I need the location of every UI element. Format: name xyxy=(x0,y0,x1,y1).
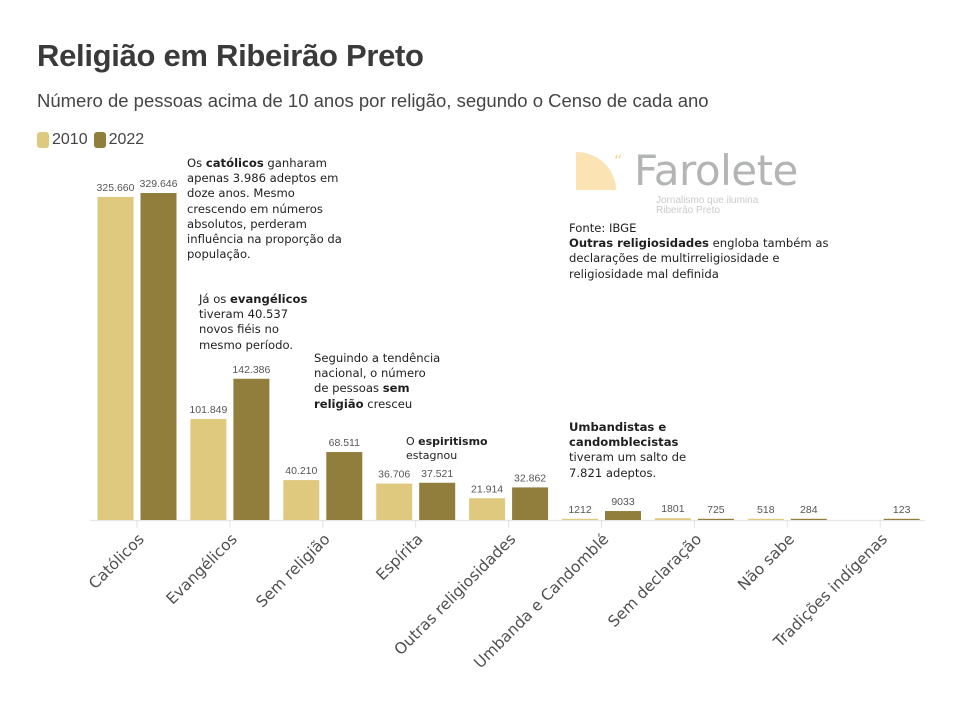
note-bold: evangélicos xyxy=(230,292,308,306)
bar-2022[interactable] xyxy=(140,193,177,520)
legend-item-2022[interactable]: 2022 xyxy=(93,131,145,149)
logo-wordmark: Farolete xyxy=(634,146,798,195)
bar-value-label: 325.660 xyxy=(97,182,135,194)
bar-2022[interactable] xyxy=(790,518,827,520)
bar-2010[interactable] xyxy=(747,518,784,520)
legend: 2010 2022 xyxy=(37,131,150,149)
note-evangelicos: Já os evangélicos tiveram 40.537 novos f… xyxy=(199,292,314,353)
note-text: O xyxy=(406,435,419,448)
bar-value-label: 142.386 xyxy=(232,364,270,376)
note-text: estagnou xyxy=(406,449,458,462)
bar-2022[interactable] xyxy=(512,487,549,520)
bar-value-label: 37.521 xyxy=(421,468,453,480)
legend-label-2022: 2022 xyxy=(108,131,145,148)
note-sem-religiao: Seguindo a tendência nacional, o número … xyxy=(314,351,442,412)
note-text: cresceu xyxy=(363,396,413,411)
bar-value-label: 40.210 xyxy=(285,465,317,477)
note-text: engloba também as declarações de multirr… xyxy=(569,236,829,281)
note-umbanda: Umbandistas e candomblecistas tiveram um… xyxy=(569,420,709,481)
logo-tagline-line-1: Jornalismo que ilumina xyxy=(656,195,759,206)
svg-text:“: “ xyxy=(614,152,622,170)
bar-value-label: 1212 xyxy=(568,504,592,516)
bar-value-label: 284 xyxy=(800,504,818,516)
logo-tagline: Jornalismo que ilumina Ribeirão Preto xyxy=(656,196,758,216)
note-bold: católicos xyxy=(205,156,264,170)
bar-2010[interactable] xyxy=(654,518,691,520)
bar-value-label: 329.646 xyxy=(140,178,178,190)
category-label: Espírita xyxy=(373,530,427,584)
bar-value-label: 36.706 xyxy=(378,469,410,481)
note-bold: sem religião xyxy=(314,381,410,411)
bar-2022[interactable] xyxy=(605,511,641,520)
bar-value-label: 101.849 xyxy=(189,404,227,416)
bar-value-label: 123 xyxy=(893,504,911,516)
bar-value-label: 21.914 xyxy=(471,483,503,495)
bar-value-label: 68.511 xyxy=(329,437,360,449)
note-catolicos: Os católicos ganharam apenas 3.986 adept… xyxy=(187,156,347,262)
bar-2010[interactable] xyxy=(562,518,598,520)
bar-2022[interactable] xyxy=(326,452,363,520)
farolete-logo: “ Farolete Jornalismo que ilumina Ribeir… xyxy=(576,146,816,222)
category-label: Evangélicos xyxy=(163,530,241,608)
note-bold: Umbandistas e candomblecistas xyxy=(569,420,679,450)
lighthouse-beam-icon: “ xyxy=(576,152,622,190)
chart-title: Religião em Ribeirão Preto xyxy=(37,38,424,73)
legend-swatch-2022 xyxy=(93,132,106,148)
legend-item-2010[interactable]: 2010 xyxy=(37,131,88,149)
category-label: Sem religião xyxy=(253,530,334,611)
legend-swatch-2010 xyxy=(37,132,49,148)
note-text: ganharam apenas 3.986 adeptos em doze an… xyxy=(187,156,342,262)
bar-2010[interactable] xyxy=(190,418,227,520)
note-text: Seguindo a tendência nacional, o número … xyxy=(314,351,441,396)
bar-2022[interactable] xyxy=(233,378,270,520)
bar-value-label: 725 xyxy=(707,504,725,516)
logo-tagline-line-2: Ribeirão Preto xyxy=(656,205,720,216)
bar-2010[interactable] xyxy=(469,498,506,520)
note-fonte: Fonte: IBGE Outras religiosidades englob… xyxy=(569,221,839,282)
bar-2010[interactable] xyxy=(283,480,320,520)
bar-value-label: 9033 xyxy=(611,496,635,508)
note-text: tiveram um salto de 7.821 adeptos. xyxy=(569,450,687,480)
bar-value-label: 518 xyxy=(757,504,775,516)
legend-label-2010: 2010 xyxy=(52,131,88,148)
note-text: Os xyxy=(187,156,206,170)
bar-value-label: 1801 xyxy=(661,503,685,515)
source-text: Fonte: IBGE xyxy=(569,221,637,235)
note-bold: Outras religiosidades xyxy=(569,236,709,251)
note-text: Já os xyxy=(199,292,231,306)
chart-subtitle: Número de pessoas acima de 10 anos por r… xyxy=(37,90,709,111)
bar-2022[interactable] xyxy=(883,518,920,520)
category-label: Sem declaração xyxy=(604,530,705,631)
note-text: tiveram 40.537 novos fiéis no mesmo perí… xyxy=(199,307,294,352)
category-label: Católicos xyxy=(85,530,148,593)
bar-2022[interactable] xyxy=(419,482,456,520)
bar-2010[interactable] xyxy=(376,483,413,520)
note-bold: espiritismo xyxy=(418,435,488,448)
category-label: Não sabe xyxy=(734,530,798,594)
bar-2022[interactable] xyxy=(697,518,734,520)
bar-2010[interactable] xyxy=(97,196,134,520)
note-espiritismo: O espiritismo estagnou xyxy=(406,435,506,463)
bar-value-label: 32.862 xyxy=(514,472,546,484)
